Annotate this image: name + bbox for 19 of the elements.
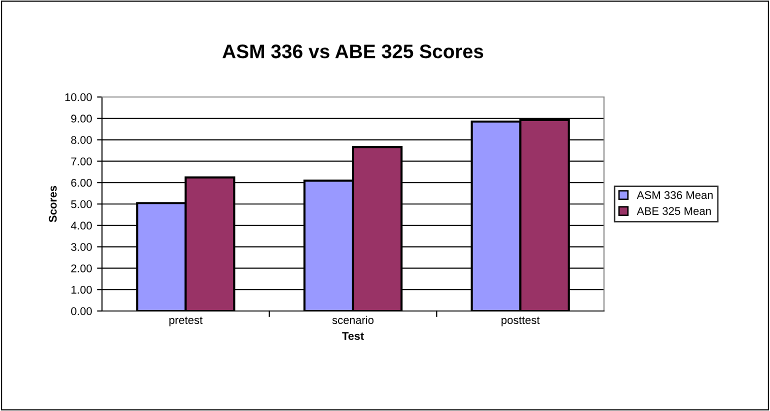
y-tick-label: 9.00 <box>71 114 92 123</box>
x-tick-label: pretest <box>169 316 203 326</box>
x-axis-title: Test <box>342 332 364 340</box>
y-axis-title: Scores <box>48 186 57 222</box>
x-tick-label: scenario <box>332 316 374 324</box>
y-tick-label: 10.00 <box>65 93 92 102</box>
y-tick-label: 5.00 <box>71 200 92 208</box>
legend-label: ABE 325 Mean <box>636 207 711 215</box>
x-tick-label: posttest <box>502 316 540 326</box>
y-tick-label: 2.00 <box>71 264 92 272</box>
y-tick-label: 3.00 <box>71 243 92 251</box>
y-tick-label: 4.00 <box>70 222 92 230</box>
y-tick-label: 8.00 <box>71 136 92 144</box>
y-tick-label: 0.00 <box>71 307 92 316</box>
legend-label: ASM 336 Mean <box>636 191 713 200</box>
chart-title: ASM 336 vs ABE 325 Scores <box>222 44 484 58</box>
y-tick-label: 1.00 <box>72 286 92 294</box>
y-tick-label: 6.00 <box>71 178 92 187</box>
y-tick-label: 7.00 <box>71 157 92 166</box>
